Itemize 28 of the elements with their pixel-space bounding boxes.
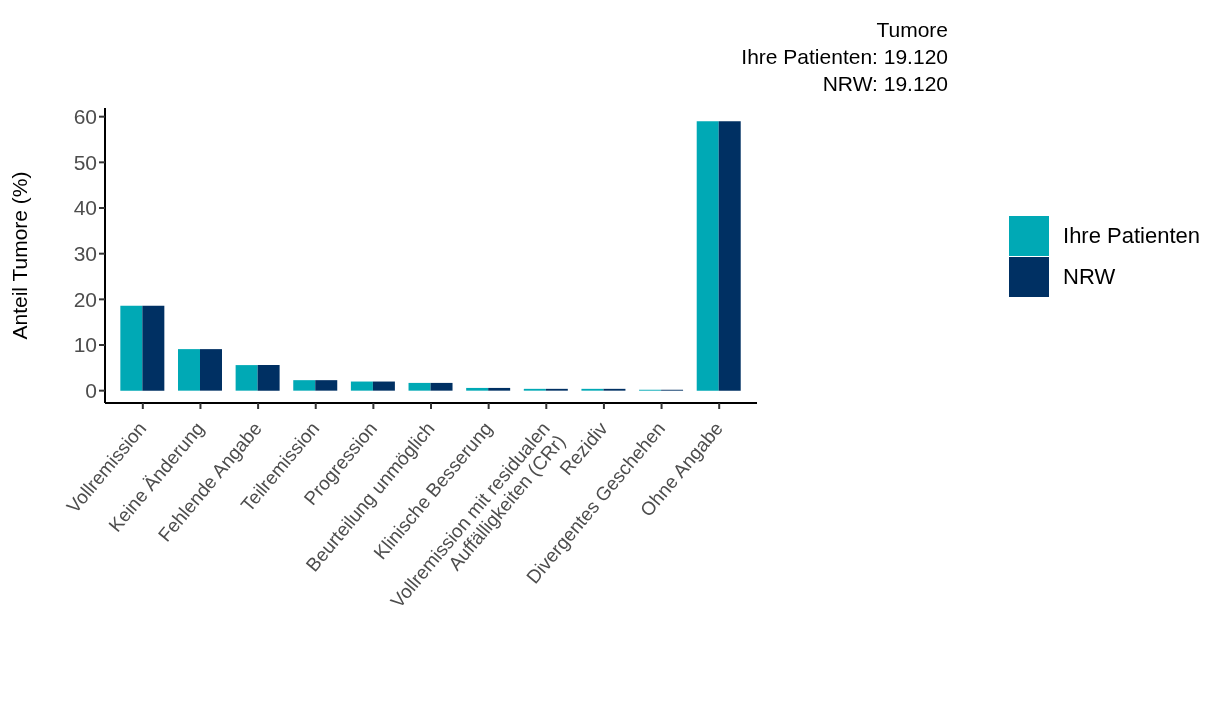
bar [466, 387, 489, 391]
bar [199, 349, 222, 391]
y-tick-label: 50 [73, 150, 97, 174]
bar [350, 381, 373, 391]
text: Tumore [875, 17, 948, 43]
bar [696, 121, 719, 391]
y-tick-label: 0 [85, 379, 97, 403]
bar [718, 121, 741, 391]
y-tick-label: 20 [73, 287, 97, 311]
bar [488, 387, 511, 391]
bar [142, 305, 165, 391]
y-tick-label: 40 [73, 196, 97, 220]
bar [235, 365, 258, 391]
bar [120, 305, 143, 391]
legend-label: NRW [1063, 263, 1116, 290]
bar [430, 382, 453, 391]
bar [257, 365, 280, 391]
y-tick-label: 30 [73, 242, 97, 266]
legend-label: Ihre Patienten [1063, 222, 1200, 249]
bar [372, 381, 395, 391]
text: Ihre Patienten: 19.120 NRW: 19.120 [741, 44, 948, 97]
bar [408, 382, 431, 391]
y-tick-label: 10 [73, 333, 97, 357]
bar [177, 349, 200, 391]
y-axis-title: Anteil Tumore (%) [8, 171, 32, 340]
y-tick-label: 60 [73, 105, 97, 129]
bar [293, 380, 316, 391]
bar [315, 380, 338, 391]
